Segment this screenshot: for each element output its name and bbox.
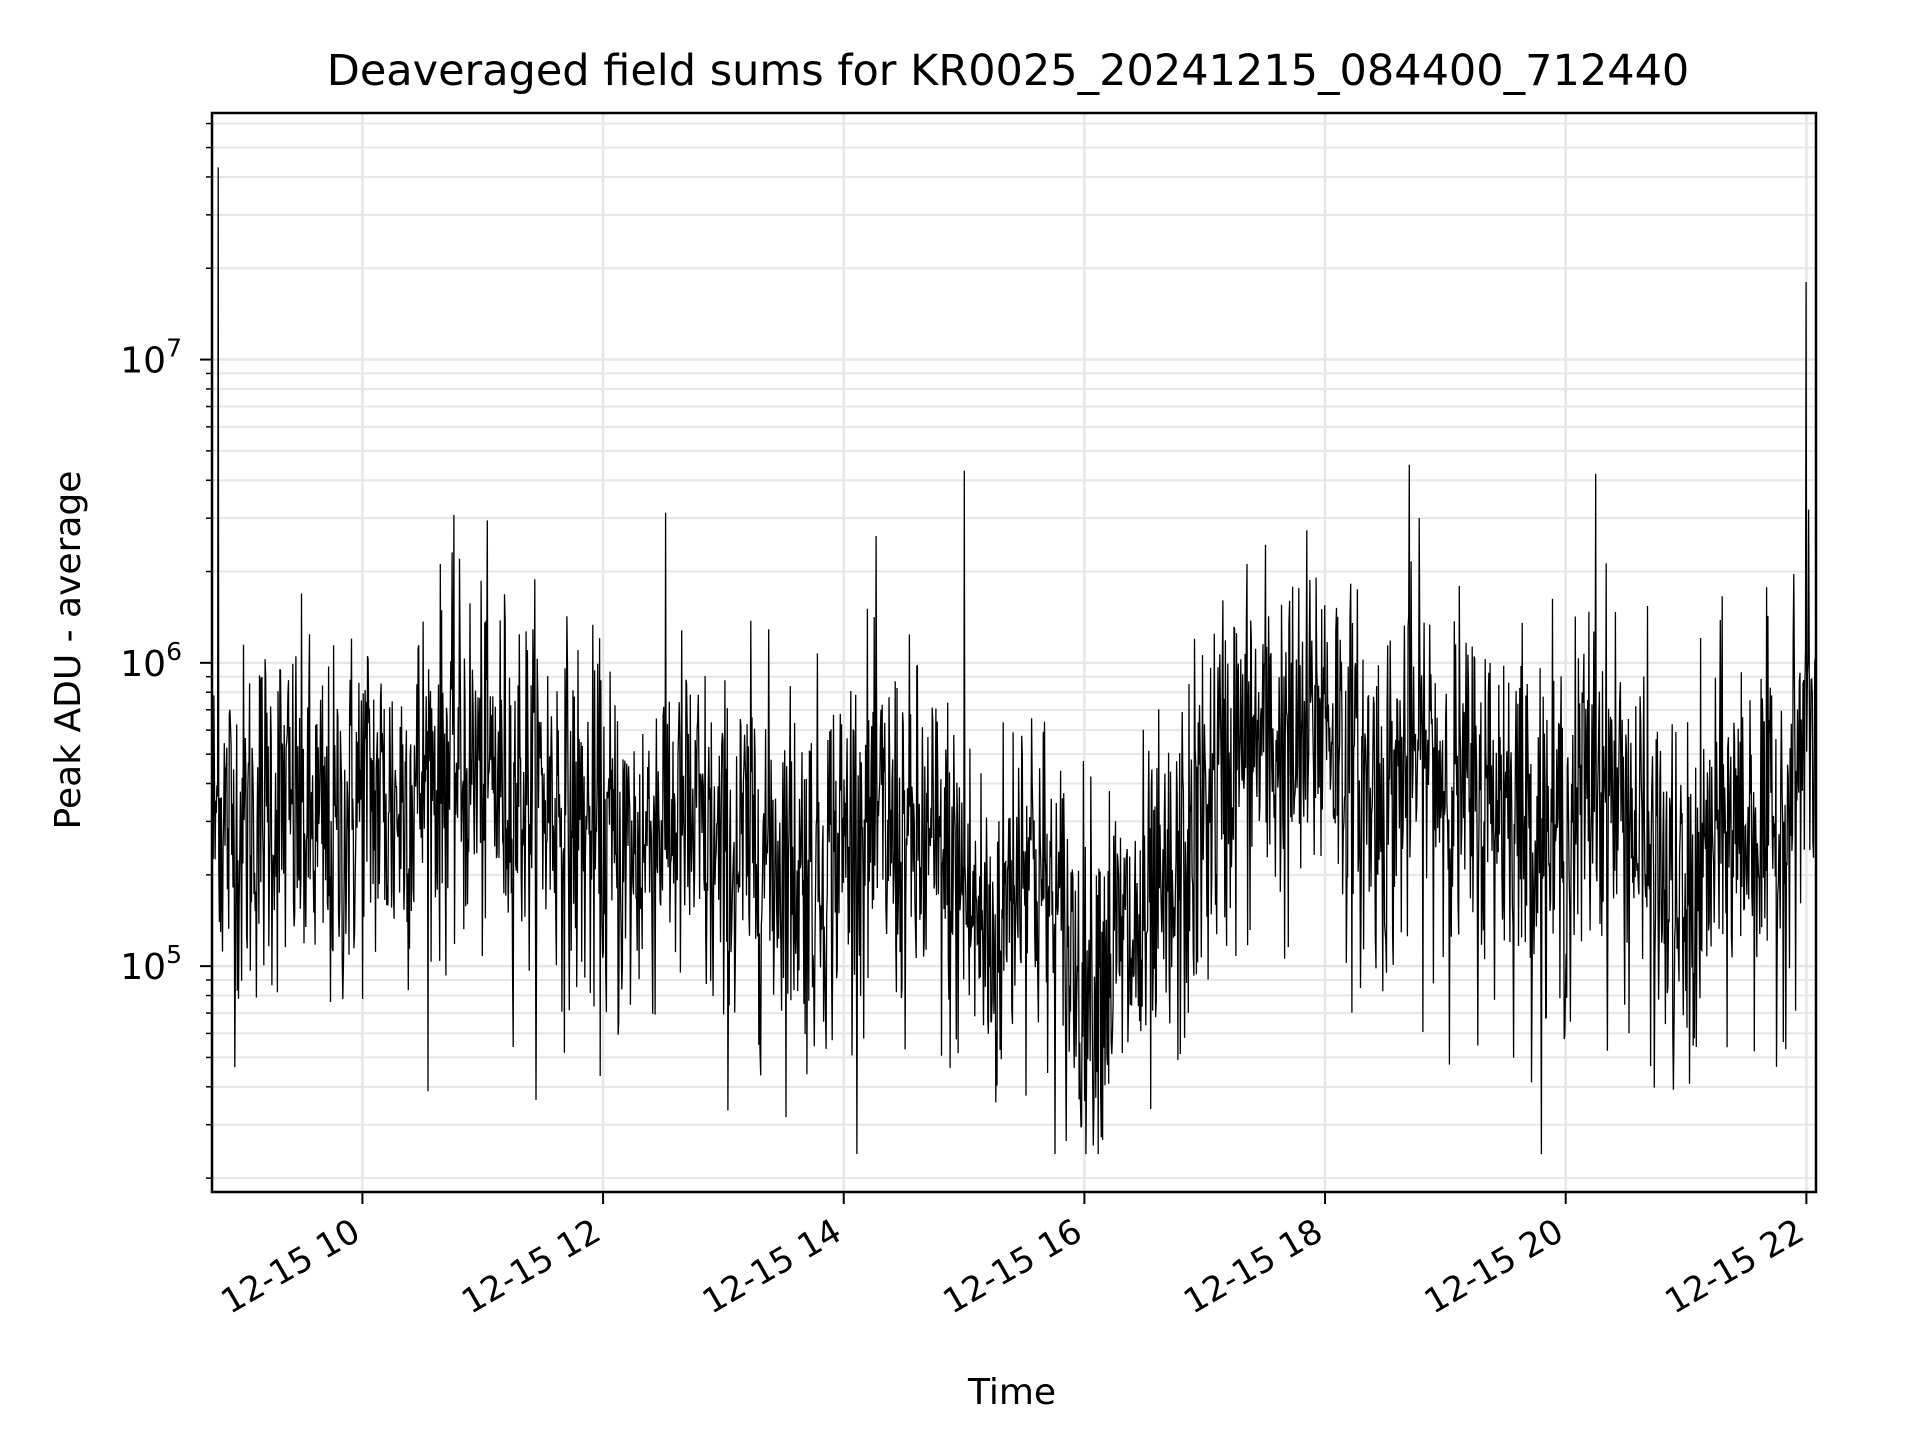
y-tick-base: 10 (120, 644, 166, 685)
y-tick-exponent: 6 (166, 637, 182, 666)
chart-title: Deaveraged field sums for KR0025_2024121… (327, 46, 1690, 96)
series-layer (211, 167, 1817, 1155)
series-line (211, 167, 1817, 1155)
y-tick-exponent: 7 (166, 334, 182, 363)
y-axis-label: Peak ADU - average (48, 471, 89, 830)
y-tick-label: 106 (120, 637, 182, 685)
plot-frame (210, 111, 1818, 1194)
y-tick-label: 107 (120, 334, 182, 382)
y-tick-label: 105 (120, 940, 182, 988)
x-axis-label: Time (967, 1372, 1056, 1413)
y-tick-base: 10 (120, 947, 166, 988)
y-tick-base: 10 (120, 341, 166, 382)
y-tick-exponent: 5 (166, 940, 182, 969)
